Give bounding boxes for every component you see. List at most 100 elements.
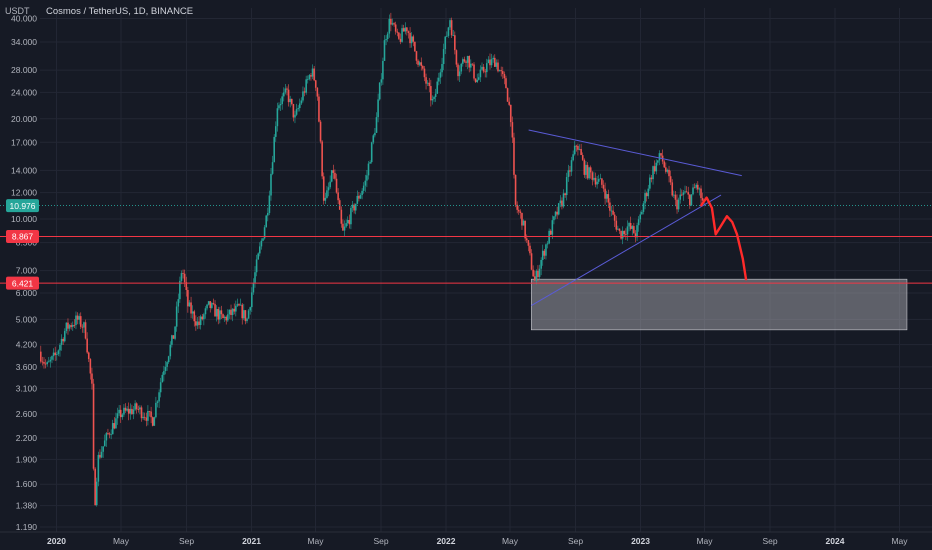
candle-body [233,308,236,312]
candle-body [330,170,333,182]
candle-body [362,185,365,191]
candle-body [455,50,458,65]
candle-body [358,195,360,199]
candle-body [610,210,613,212]
candle-body [407,31,410,33]
candles [39,12,706,507]
candle-body [87,352,90,360]
candle-body [126,408,128,411]
candle-body [647,188,650,197]
candle-body [171,335,173,345]
candle-body [658,153,661,161]
candle-body [629,222,632,229]
candle-body [533,276,536,281]
candle-body [470,63,472,68]
x-tick-label: 2021 [242,536,261,546]
candle-body [68,325,71,329]
candle-body [462,59,464,64]
candle-body [588,167,590,179]
candle-body [665,167,667,172]
candle-body [519,211,522,213]
candle-body [495,62,498,67]
candle-body [185,282,188,291]
candle-body [431,98,434,101]
candle-body [235,305,237,312]
candle-body [41,361,44,363]
candle-body [401,28,403,42]
candle-body [249,307,252,311]
candle-body [698,188,701,190]
candle-body [415,51,418,61]
candle-body [47,361,50,363]
candle-body [605,194,608,199]
candle-body [618,228,621,231]
candle-body [417,60,419,65]
horizontal-levels [0,205,932,284]
candle-body [204,308,207,315]
x-tick-label: May [696,536,713,546]
candle-body [353,204,355,211]
candle-body [180,273,183,281]
candle-body [334,172,336,179]
price-badges: 10.976 8.867 6.421 [6,199,39,290]
x-tick-label: 2022 [437,536,456,546]
candle-body [322,176,325,201]
candle-body [572,154,574,161]
candle-body [644,193,646,204]
candle-body [409,32,411,44]
candle-body [553,216,555,221]
candle-body [79,316,82,327]
candle-body [282,92,285,97]
candle-body [668,169,670,177]
candle-body [306,79,309,80]
candle-body [201,316,204,320]
candle-body [674,194,677,200]
symbol-title: Cosmos / TetherUS, 1D, BINANCE [46,6,193,17]
candle-body [44,363,47,365]
candle-body [257,253,260,260]
candle-body [206,304,208,309]
candle-body [479,69,482,78]
candle-body [49,359,52,362]
candle-body [284,88,287,93]
candle-body [329,181,331,188]
candle-body [97,454,100,482]
candle-body [615,220,618,230]
candle-body [621,230,624,239]
candle-body [238,304,240,306]
candle-body [278,105,280,109]
candle-body [65,322,68,332]
y-tick-label: 5.000 [16,314,38,324]
candle-body [203,314,205,320]
y-tick-label: 10.000 [11,214,37,224]
projection-path [700,196,748,281]
candle-body [290,98,293,104]
candle-body [252,282,255,293]
candle-body [406,27,408,32]
x-axis: 2020 May Sep 2021 May Sep 2022 May Sep 2023 May Sep… [0,531,932,550]
candle-body [230,309,232,315]
candle-body [583,159,586,175]
candle-body [113,423,116,429]
candle-body [73,324,76,326]
candle-body [260,240,263,247]
y-tick-label: 1.900 [16,454,38,464]
candle-body [537,270,539,277]
candle-body [116,413,119,419]
candle-body [377,99,379,118]
candle-body [199,316,202,326]
candle-body [394,24,397,32]
candle-body [121,414,124,418]
candle-body [436,81,439,94]
candle-body [517,209,520,212]
candle-body [95,481,98,506]
candle-body [378,82,381,100]
candle-body [386,33,389,40]
candle-body [134,403,136,410]
y-tick-label: 6.000 [16,288,38,298]
candle-body [153,417,156,426]
price-badge-label: 8.867 [12,232,34,242]
candle-body [434,93,437,97]
candle-body [212,303,215,305]
